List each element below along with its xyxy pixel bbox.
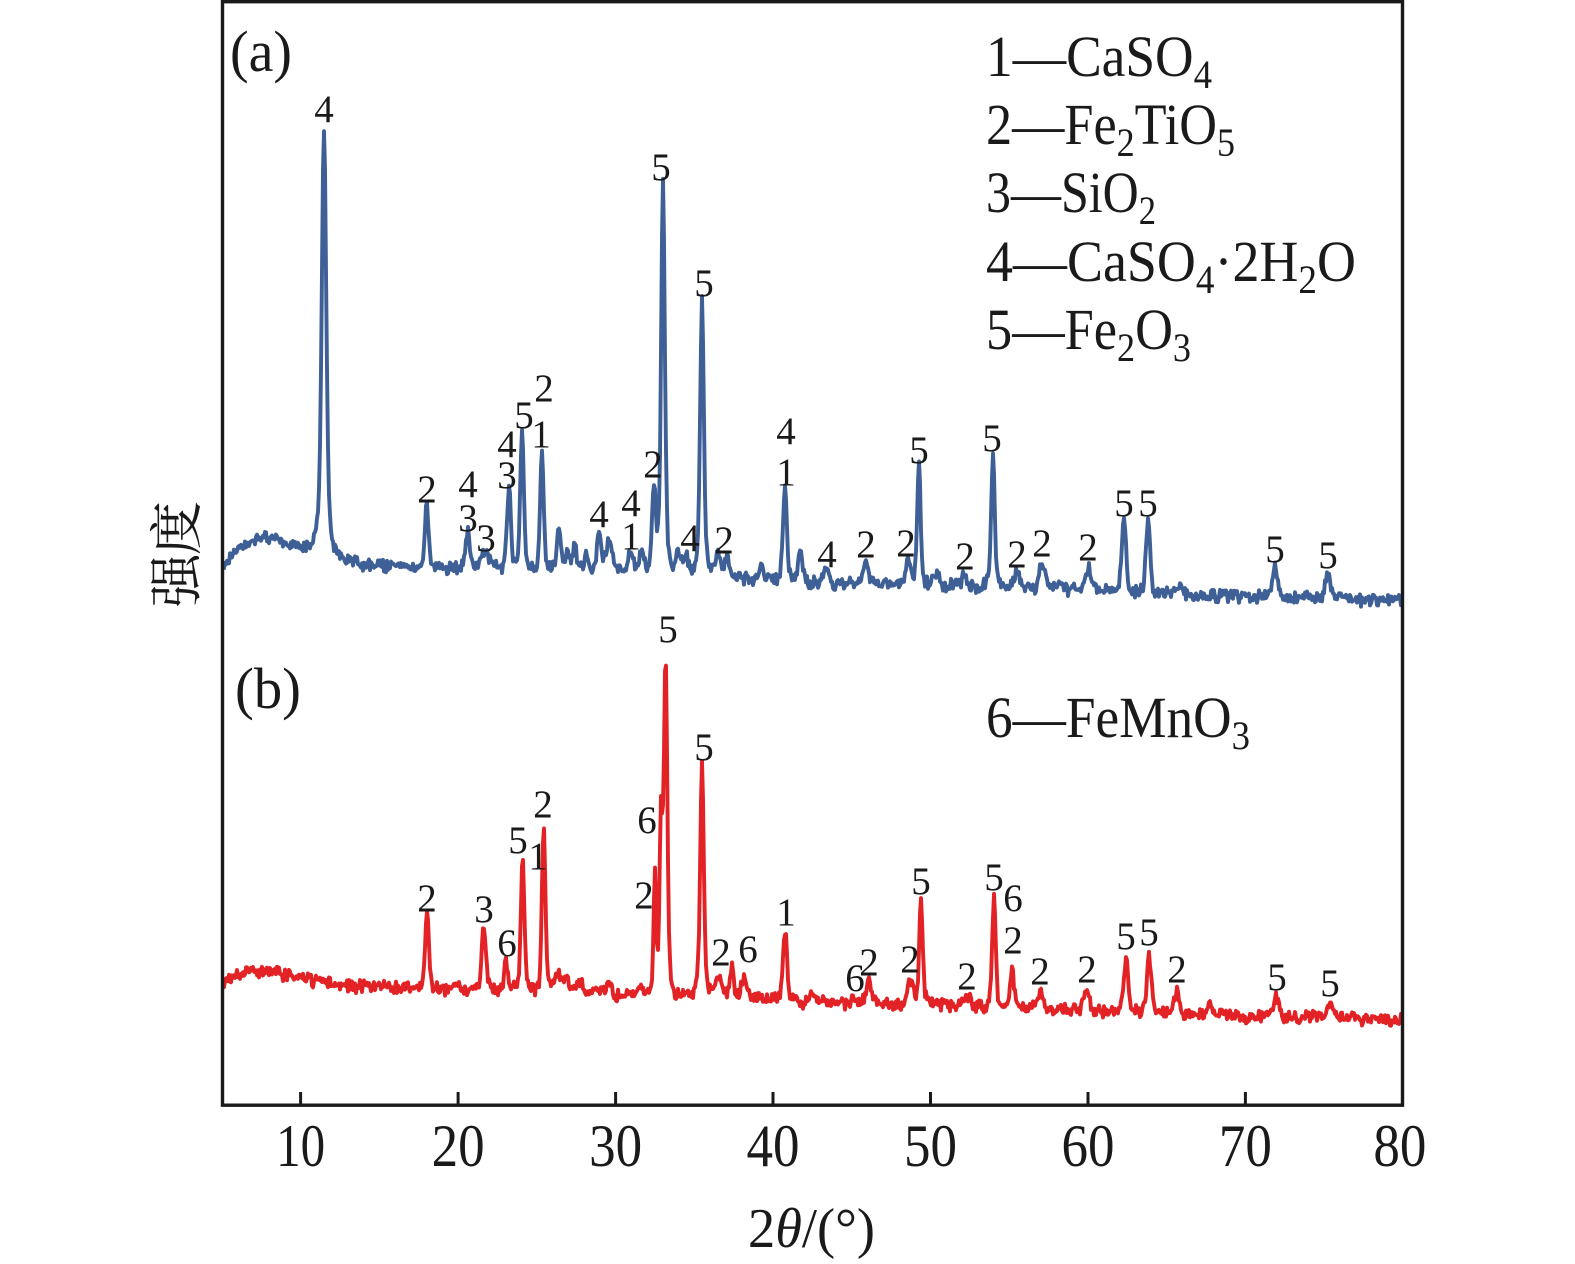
svg-text:10: 10 [276,1113,325,1179]
svg-text:80: 80 [1373,1113,1426,1179]
svg-text:1: 1 [776,891,796,934]
svg-text:50: 50 [904,1113,957,1179]
svg-text:2: 2 [1032,522,1052,565]
svg-text:5—Fe2O3: 5—Fe2O3 [986,297,1191,370]
svg-text:2: 2 [896,522,916,565]
svg-text:6: 6 [845,957,865,1000]
svg-text:40: 40 [747,1113,800,1179]
svg-text:5: 5 [1318,534,1338,577]
svg-text:6: 6 [497,922,517,965]
svg-text:2: 2 [1007,533,1027,576]
svg-text:5: 5 [1138,482,1158,525]
svg-text:6: 6 [1003,877,1023,920]
svg-text:5: 5 [911,860,931,903]
svg-text:2: 2 [534,367,554,410]
svg-text:2: 2 [417,877,437,920]
svg-text:2: 2 [1167,948,1187,991]
svg-text:2: 2 [711,931,731,974]
svg-text:5: 5 [694,726,714,769]
svg-text:1: 1 [776,451,796,494]
svg-text:6: 6 [637,799,657,842]
svg-text:2—Fe2TiO5: 2—Fe2TiO5 [986,92,1235,165]
svg-text:4: 4 [680,517,700,560]
svg-text:5: 5 [1116,915,1136,958]
svg-text:60: 60 [1062,1113,1115,1179]
svg-text:2: 2 [900,938,920,981]
svg-text:1: 1 [528,835,548,878]
svg-text:2: 2 [634,874,654,917]
svg-text:5: 5 [651,146,671,189]
svg-text:4—CaSO4·2H2O: 4—CaSO4·2H2O [986,229,1356,302]
svg-text:70: 70 [1219,1113,1272,1179]
svg-text:4: 4 [776,410,796,453]
svg-text:6: 6 [738,928,758,971]
svg-text:(a): (a) [230,19,292,84]
svg-text:2: 2 [1003,919,1023,962]
svg-text:2: 2 [859,941,879,984]
svg-text:2θ/(°): 2θ/(°) [748,1198,875,1260]
svg-text:5: 5 [1139,911,1159,954]
svg-text:5: 5 [984,856,1004,899]
svg-text:4: 4 [497,423,517,466]
svg-text:30: 30 [589,1113,642,1179]
svg-text:1: 1 [531,413,551,456]
svg-text:1: 1 [621,515,641,558]
svg-text:5: 5 [694,262,714,305]
svg-text:2: 2 [714,519,734,562]
svg-text:3: 3 [476,517,496,560]
svg-text:2: 2 [417,468,437,511]
svg-text:5: 5 [1265,528,1285,571]
svg-text:2: 2 [955,535,975,578]
svg-text:4: 4 [817,533,837,576]
svg-text:5: 5 [909,429,929,472]
svg-text:2: 2 [1077,948,1097,991]
svg-text:5: 5 [1114,482,1134,525]
svg-text:2: 2 [957,955,977,998]
svg-text:2: 2 [533,783,553,826]
svg-text:3: 3 [497,454,517,497]
svg-text:5: 5 [514,394,534,437]
svg-text:4: 4 [458,463,478,506]
svg-text:20: 20 [432,1113,485,1179]
svg-text:5: 5 [1320,962,1340,1005]
svg-text:2: 2 [856,523,876,566]
svg-text:3—SiO2: 3—SiO2 [986,160,1156,233]
svg-text:3: 3 [458,497,478,540]
svg-text:5: 5 [658,608,678,651]
svg-text:4: 4 [621,482,641,525]
svg-text:5: 5 [1267,956,1287,999]
svg-text:4: 4 [589,493,609,536]
svg-text:6—FeMnO3: 6—FeMnO3 [986,685,1250,758]
svg-text:2: 2 [643,443,663,486]
svg-text:5: 5 [982,417,1002,460]
svg-text:5: 5 [508,819,528,862]
svg-text:4: 4 [314,88,334,131]
svg-text:2: 2 [1078,526,1098,569]
svg-text:(b): (b) [235,656,301,721]
svg-text:3: 3 [474,888,494,931]
svg-text:1—CaSO4: 1—CaSO4 [986,24,1212,97]
svg-text:2: 2 [1030,950,1050,993]
